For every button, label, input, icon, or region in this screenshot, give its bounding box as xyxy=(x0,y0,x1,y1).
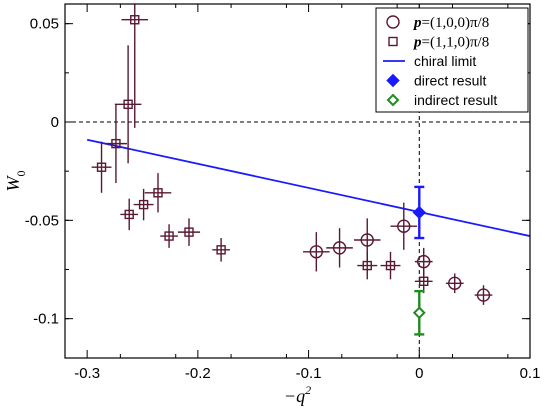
legend-item-4: indirect result xyxy=(386,92,497,108)
circle-series-point-6 xyxy=(474,285,493,305)
square-marker xyxy=(96,162,107,172)
legend-item-0: p=(1,0,0)π/8 xyxy=(386,15,489,31)
filled-diamond-marker xyxy=(412,205,426,220)
square-series-point-6 xyxy=(120,198,139,231)
circle-marker xyxy=(397,219,411,233)
legend-filled-diamond-symbol xyxy=(386,73,400,88)
legend-label: p=(1,0,0)π/8 xyxy=(412,15,489,31)
square-marker xyxy=(153,188,163,198)
y-tick-label: 0.05 xyxy=(30,16,59,33)
legend-circle-symbol xyxy=(386,15,400,29)
circle-series-point-1 xyxy=(326,228,353,268)
legend-label-rest: =(1,0,0)π/8 xyxy=(422,15,490,31)
square-marker xyxy=(130,15,140,25)
legend-open-diamond-symbol xyxy=(386,93,400,107)
y-axis-title-subscript: 0 xyxy=(14,171,28,177)
legend-box xyxy=(375,7,529,113)
square-series-point-3 xyxy=(91,141,112,193)
legend-label: p=(1,1,0)π/8 xyxy=(412,35,489,51)
square-series-point-1 xyxy=(114,45,142,164)
square-series-point-5 xyxy=(133,188,154,221)
direct-result-point-0 xyxy=(412,185,426,240)
circle-marker xyxy=(309,245,324,259)
legend-label-bold: p xyxy=(412,35,422,51)
square-marker xyxy=(419,276,429,286)
square-marker xyxy=(123,99,133,110)
legend-item-2: chiral limit xyxy=(383,53,476,69)
square-marker xyxy=(124,209,134,220)
y-axis-title-main: W xyxy=(3,175,23,192)
circle-marker xyxy=(448,276,462,290)
chiral-limit-line xyxy=(86,138,530,237)
square-series-point-11 xyxy=(380,251,401,280)
plot-area xyxy=(65,4,530,358)
y-tick-label: -0.1 xyxy=(33,311,59,328)
square-marker xyxy=(216,245,226,255)
square-marker xyxy=(184,227,194,237)
legend-label-rest: =(1,1,0)π/8 xyxy=(422,35,490,51)
circle-marker xyxy=(476,288,491,302)
circle-series-point-5 xyxy=(445,273,464,294)
y-tick-label: 0 xyxy=(51,114,59,131)
legend-square-symbol xyxy=(388,36,398,47)
x-axis-title-superscript: 2 xyxy=(305,383,311,397)
circle-series-point-3 xyxy=(390,202,418,250)
y-axis-title: W0 xyxy=(3,171,28,192)
x-tick-label: -0.1 xyxy=(296,365,322,382)
square-marker xyxy=(385,260,396,271)
square-series-point-8 xyxy=(160,224,178,248)
indirect-result-point-0 xyxy=(412,289,426,336)
legend-label-bold: p xyxy=(412,15,422,31)
x-tick-label: -0.2 xyxy=(185,365,211,382)
open-diamond-marker xyxy=(412,306,426,320)
plot-frame xyxy=(64,3,531,359)
square-marker xyxy=(164,231,174,241)
circle-series-point-0 xyxy=(303,232,330,272)
legend-label: chiral limit xyxy=(414,53,476,69)
square-marker xyxy=(362,260,372,271)
square-series-point-9 xyxy=(212,238,230,262)
circle-marker xyxy=(417,254,431,269)
legend-item-3: direct result xyxy=(386,73,486,89)
square-series-point-2 xyxy=(104,104,127,183)
square-series-point-4 xyxy=(144,173,172,213)
circle-marker xyxy=(360,233,374,247)
y-tick-label: -0.05 xyxy=(25,212,59,229)
legend-label: direct result xyxy=(414,73,486,89)
square-marker xyxy=(111,138,121,149)
square-series-point-7 xyxy=(177,218,201,246)
x-tick-label: 0.1 xyxy=(520,365,541,382)
circle-marker xyxy=(332,241,347,255)
legend-item-1: p=(1,1,0)π/8 xyxy=(388,35,489,51)
x-tick-label: -0.3 xyxy=(74,365,100,382)
square-series-point-0 xyxy=(121,4,149,128)
x-axis-title-main: −q xyxy=(284,386,305,406)
square-series-point-10 xyxy=(357,251,378,280)
legend-label: indirect result xyxy=(414,92,497,108)
square-series-point-12 xyxy=(414,269,433,294)
x-axis-title: −q2 xyxy=(284,383,311,406)
x-tick-label: 0 xyxy=(415,365,423,382)
square-marker xyxy=(138,199,149,210)
